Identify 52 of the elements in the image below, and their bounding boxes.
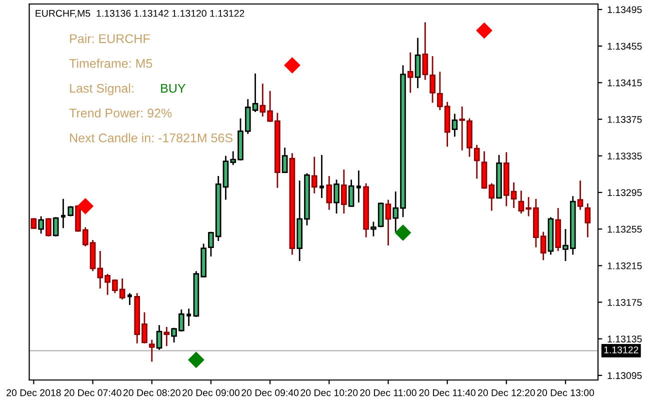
- candlestick: [452, 113, 458, 138]
- x-tick-label: 20 Dec 07:40: [64, 389, 122, 396]
- point: [394, 224, 412, 241]
- candlestick: [164, 326, 170, 347]
- x-tick-label: 20 Dec 10:20: [300, 389, 358, 396]
- annotation: Timeframe: M5: [69, 58, 152, 68]
- x-tick-label: 20 Dec 12:20: [478, 389, 535, 396]
- text: EURCHF,M5 1.13136 1.13142 1.13120 1.13122: [36, 10, 244, 18]
- y-tick-label: 1.13175: [608, 298, 642, 306]
- y-tick-label: 1.13095: [608, 372, 642, 380]
- point: [188, 352, 204, 368]
- y-tick-label: 1.13375: [608, 116, 642, 123]
- y-tick-label: 1.13495: [608, 6, 642, 14]
- candlestick: [311, 156, 318, 194]
- y-tick-label: 1.13215: [608, 262, 642, 270]
- x-tick-label: 20 Dec 2018: [6, 389, 61, 396]
- candlestick: [52, 216, 59, 238]
- y-tick-label: 1.13295: [608, 189, 642, 196]
- candlestick: [584, 202, 591, 238]
- candlestick: [334, 178, 340, 214]
- x-tick-label: 20 Dec 13:00: [537, 389, 594, 396]
- candlestick: [414, 37, 421, 89]
- annotation: Pair: EURCHF: [70, 34, 150, 44]
- candlestick: [46, 217, 52, 238]
- candlestick: [385, 199, 392, 246]
- x-tick-label: 20 Dec 09:40: [242, 389, 299, 396]
- candlestick: [407, 52, 414, 94]
- candlestick: [348, 178, 354, 207]
- y-tick-label: 1.13335: [608, 152, 642, 160]
- point: [476, 22, 492, 39]
- ref-line-label: 1.13122: [604, 346, 638, 354]
- x-tick-label: 20 Dec 09:00: [182, 389, 240, 396]
- y-tick-label: 1.13255: [608, 226, 642, 233]
- candlestick: [148, 339, 155, 362]
- annotation: Next Candle in: -17821M 56S: [70, 133, 232, 142]
- annotation: BUY: [161, 84, 186, 93]
- x-tick-label: 20 Dec 08:20: [123, 389, 180, 396]
- y-tick-label: 1.13415: [608, 79, 642, 86]
- candlestick: [577, 180, 584, 211]
- x-tick-label: 20 Dec 11:00: [360, 389, 416, 396]
- x-tick-label: 20 Dec 11:40: [419, 389, 476, 396]
- annotation: Last Signal:: [70, 84, 134, 96]
- y-tick-label: 1.13135: [608, 336, 642, 342]
- candlestick: [341, 168, 347, 214]
- y-tick-label: 1.13455: [608, 42, 642, 50]
- candlestick: [38, 216, 44, 234]
- candlestick: [326, 175, 332, 211]
- candlestick: [282, 146, 288, 174]
- point: [77, 198, 94, 214]
- candlestick: [156, 324, 162, 351]
- annotation: Trend Power: 92%: [69, 108, 172, 118]
- point: [284, 57, 300, 74]
